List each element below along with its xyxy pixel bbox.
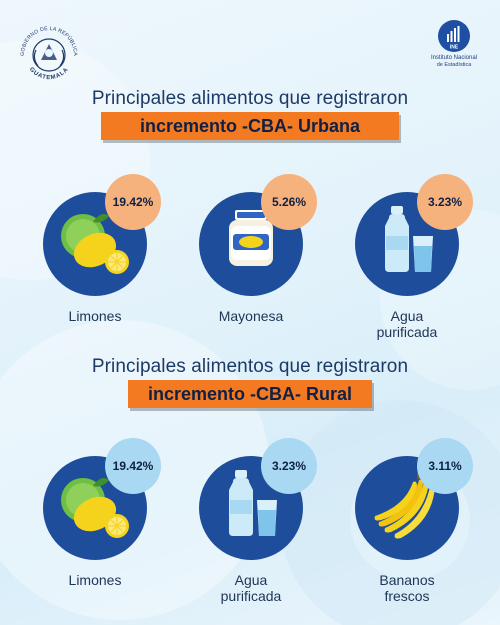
item-label-line1: Bananos — [379, 572, 435, 588]
item-label-line2: frescos — [384, 588, 430, 604]
item-label: Mayonesa — [218, 308, 284, 324]
rural-banner: incremento -CBA- Rural — [128, 380, 372, 408]
percent-badge: 3.11% — [417, 438, 473, 494]
percent-badge: 3.23% — [261, 438, 317, 494]
food-circle: 3.11% — [355, 438, 473, 560]
item-label: Bananos frescos — [332, 572, 482, 604]
mayonnaise-jar-icon — [229, 210, 273, 266]
seal-text-bottom: GUATEMALA — [28, 67, 69, 82]
water-bottle-icon — [385, 206, 433, 272]
svg-text:GUATEMALA: GUATEMALA — [28, 67, 70, 82]
ine-short: INE — [450, 45, 459, 51]
rural-item-bananos-frescos: 3.11% Bananos frescos — [332, 438, 482, 604]
water-bottle-icon — [229, 470, 277, 536]
item-label: Limones — [68, 572, 122, 588]
percent-badge: 19.42% — [105, 174, 161, 230]
guatemala-seal-logo: GOBIERNO DE LA REPÚBLICA GUATEMALA — [14, 20, 84, 90]
percent-badge: 3.23% — [417, 174, 473, 230]
item-label: Agua purificada — [176, 572, 326, 604]
item-label-line2: purificada — [376, 324, 438, 340]
ine-logo-icon: INE — [438, 20, 470, 52]
lemon-icon — [61, 478, 129, 538]
item-label-line1: Agua — [390, 308, 424, 324]
food-circle: 19.42% — [43, 174, 161, 296]
food-circle: 19.42% — [43, 438, 161, 560]
food-circle: 3.23% — [199, 438, 317, 560]
ine-name-line2: de Estadística — [436, 62, 472, 68]
item-label: Agua purificada — [332, 308, 482, 340]
urban-item-limones: 19.42% Limones — [20, 174, 170, 324]
urban-item-mayonesa: 5.26% Mayonesa — [176, 174, 326, 324]
rural-section-title: Principales alimentos que registraron — [91, 356, 409, 377]
ine-name-line1: Instituto Nacional — [430, 55, 478, 61]
urban-section-title: Principales alimentos que registraron — [91, 88, 409, 109]
urban-item-agua-purificada: 3.23% Agua purificada — [332, 174, 482, 340]
urban-banner: incremento -CBA- Urbana — [101, 112, 399, 140]
percent-badge: 19.42% — [105, 438, 161, 494]
percent-badge: 5.26% — [261, 174, 317, 230]
item-label: Limones — [68, 308, 122, 324]
lemon-icon — [61, 214, 129, 274]
food-circle: 5.26% — [199, 174, 317, 296]
food-circle: 3.23% — [355, 174, 473, 296]
rural-item-limones: 19.42% Limones — [20, 438, 170, 588]
item-label-line2: purificada — [220, 588, 282, 604]
rural-item-agua-purificada: 3.23% Agua purificada — [176, 438, 326, 604]
ine-logo: INE Instituto Nacional de Estadística — [420, 20, 488, 90]
item-label-line1: Agua — [234, 572, 268, 588]
